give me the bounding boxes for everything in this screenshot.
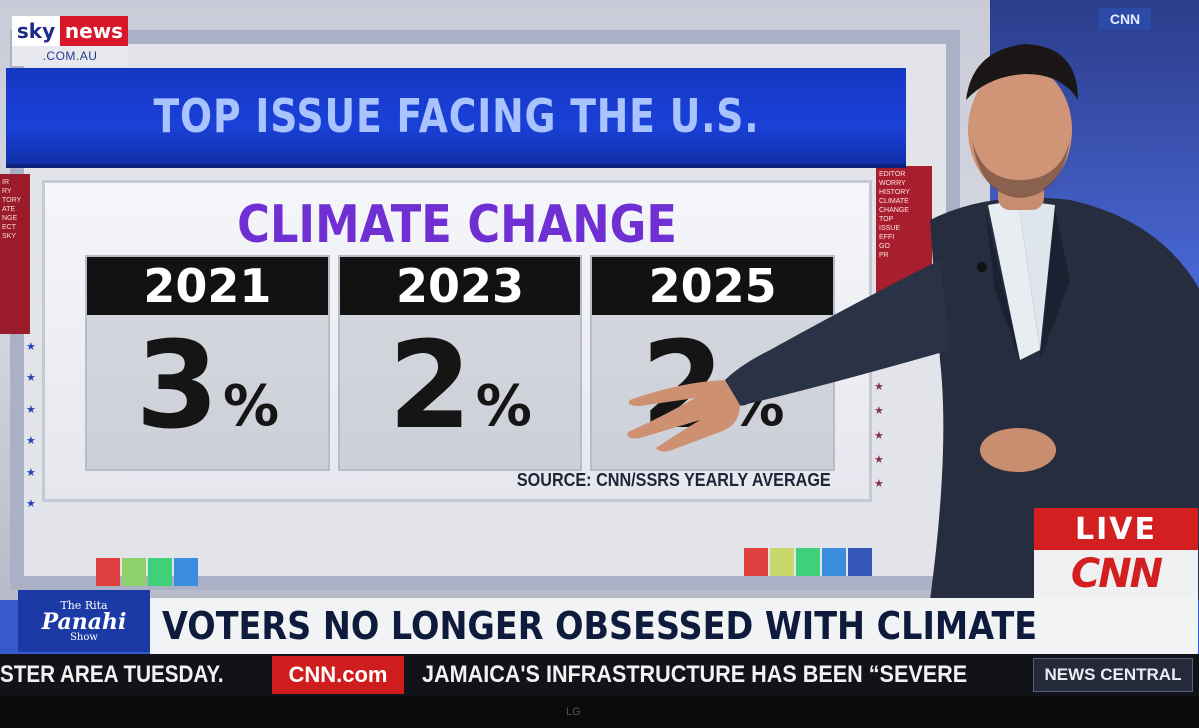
color-block: [848, 548, 872, 576]
cnn-logo: CNN: [1034, 550, 1198, 598]
color-block: [796, 548, 820, 576]
star-icon: ★: [26, 403, 36, 416]
star-icon: ★: [26, 497, 36, 510]
ticker-cnn-com-badge: CNN.com: [272, 656, 404, 694]
cnn-logo-text: CNN: [1070, 551, 1163, 597]
star-icon: ★: [874, 453, 884, 466]
news-logo-word: news: [60, 16, 128, 46]
star-icon: ★: [874, 381, 884, 393]
headline-text: TOP ISSUE FACING THE U.S.: [153, 89, 759, 143]
left-star-column: ★ ★ ★ ★ ★ ★: [26, 340, 46, 510]
source-note: SOURCE: CNN/SSRS YEARLY AVERAGE: [517, 470, 831, 490]
card-year: 2023: [339, 257, 581, 315]
video-wall-color-blocks: [96, 558, 198, 586]
tv-brand-mark: LG: [566, 706, 581, 718]
star-icon: ★: [26, 466, 36, 479]
cnn-corner-bug: CNN: [1099, 8, 1151, 30]
star-icon: ★: [874, 478, 884, 490]
video-wall-color-blocks-right: [744, 548, 872, 576]
color-block: [96, 558, 120, 586]
star-icon: ★: [26, 435, 36, 448]
poll-card: 2023 2 %: [337, 255, 583, 471]
card-year: 2021: [87, 257, 328, 315]
star-icon: ★: [874, 405, 884, 418]
headline-bar: TOP ISSUE FACING THE U.S.: [6, 68, 906, 168]
panel-title: CLIMATE CHANGE: [237, 195, 677, 255]
studio-video-wall: IR RY TORY ATE NGE ECT SKY EDITOR WORRY …: [0, 0, 990, 600]
star-icon: ★: [874, 429, 884, 442]
color-block: [744, 548, 768, 576]
left-side-tiles: IR RY TORY ATE NGE ECT SKY: [0, 174, 30, 334]
live-badge: LIVE: [1034, 508, 1198, 550]
right-side-tiles: EDITOR WORRY HISTORY CLIMATE CHANGE TOP …: [876, 166, 932, 296]
card-unit: %: [223, 374, 280, 439]
show-logo: The Rita Panahi Show: [18, 590, 150, 652]
banner-text: VOTERS NO LONGER OBSESSED WITH CLIMATE: [162, 604, 1038, 648]
ticker-left-text: STER AREA TUESDAY.: [0, 661, 224, 688]
star-icon: ★: [26, 372, 36, 385]
news-central-badge: NEWS CENTRAL: [1033, 658, 1193, 692]
right-tiles-text: EDITOR WORRY HISTORY CLIMATE CHANGE TOP …: [879, 171, 910, 259]
news-ticker: STER AREA TUESDAY. CNN.com JAMAICA'S INF…: [0, 654, 1199, 696]
card-value: 3 %: [87, 327, 328, 447]
color-block: [148, 558, 172, 586]
star-icon: ★: [26, 341, 36, 353]
show-logo-line3: Show: [70, 631, 98, 643]
color-block: [122, 558, 146, 586]
logo-domain: .COM.AU: [12, 46, 128, 66]
left-tiles-text: IR RY TORY ATE NGE ECT SKY: [2, 179, 22, 240]
show-logo-line1: The Rita: [60, 598, 108, 612]
ticker-right-text: JAMAICA'S INFRASTRUCTURE HAS BEEN “SEVER…: [422, 661, 968, 688]
card-number: 2: [388, 317, 472, 456]
headline-banner: VOTERS NO LONGER OBSESSED WITH CLIMATE: [150, 598, 1198, 654]
presenter-figure: [627, 44, 1199, 600]
show-logo-line2: Panahi: [41, 608, 127, 635]
sky-logo-word: sky: [12, 16, 60, 46]
tv-bezel: [0, 696, 1199, 728]
right-star-column: ★ ★ ★ ★ ★: [874, 380, 890, 490]
card-unit: %: [475, 374, 532, 439]
sky-news-logo: sky news .COM.AU: [12, 16, 128, 68]
color-block: [822, 548, 846, 576]
color-block: [770, 548, 794, 576]
card-year: 2025: [592, 257, 834, 315]
card-number: 3: [135, 317, 220, 456]
card-value: 2 %: [340, 327, 581, 447]
poll-card: 2021 3 %: [85, 255, 330, 471]
color-block: [174, 558, 198, 586]
